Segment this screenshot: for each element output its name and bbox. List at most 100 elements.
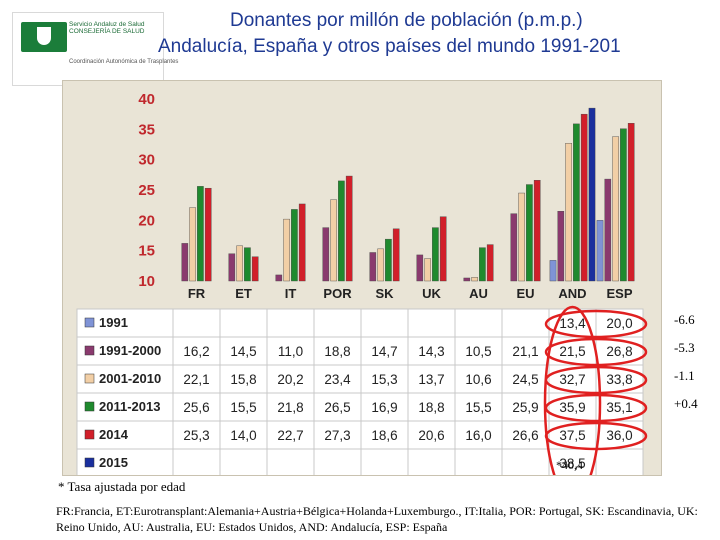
table-cell: 21,8 (277, 400, 303, 415)
y-tick-label: 35 (138, 121, 155, 138)
table-cell: 18,6 (371, 428, 397, 443)
bar-1991-2000-POR (322, 227, 330, 282)
y-tick-label: 25 (138, 182, 155, 199)
table-cell: 20,0 (606, 316, 632, 331)
bar-2001-2010-ESP (612, 136, 619, 282)
legend-label: 2014 (99, 427, 129, 442)
table-cell: 15,8 (230, 372, 256, 387)
data-table-bg (76, 308, 644, 475)
logo-line-1: Servicio Andaluz de Salud (69, 21, 145, 28)
table-cell: 35,9 (559, 400, 585, 415)
table-cell: 20,2 (277, 372, 303, 387)
bar-1991-AND (549, 260, 557, 282)
y-tick-label: 15 (138, 243, 155, 260)
bar-1991-2000-SK (369, 252, 377, 282)
table-cell: 15,5 (230, 400, 256, 415)
bar-2011-2013-AU (479, 247, 486, 282)
table-cell: 18,8 (418, 400, 444, 415)
bar-2014-IT (298, 203, 306, 282)
category-label: UK (422, 286, 441, 301)
highlight-oval (544, 309, 648, 339)
table-cell: 14,7 (371, 344, 397, 359)
bar-2014-EU (533, 180, 541, 282)
table-cell: 20,6 (418, 428, 444, 443)
table-cell: 21,5 (559, 344, 585, 359)
bar-2014-FR (204, 187, 212, 282)
table-cell: 24,5 (512, 372, 538, 387)
bar-1991-2000-IT (275, 274, 283, 282)
table-cell: 32,7 (559, 372, 585, 387)
table-cell: 26,8 (606, 344, 632, 359)
bar-2011-2013-EU (526, 184, 533, 282)
category-label: POR (323, 286, 352, 301)
legend-label: 1991 (99, 315, 128, 330)
highlight-oval (544, 337, 648, 367)
bar-2001-2010-IT (283, 218, 290, 282)
table-cell: 27,3 (324, 428, 350, 443)
bar-2011-2013-ESP (620, 128, 627, 282)
legend-label: 2011-2013 (99, 399, 160, 414)
y-tick-label: 40 (138, 91, 155, 108)
bar-2015-AND (588, 107, 596, 282)
legend-swatch-2001-2010 (84, 373, 95, 384)
junta-emblem-icon (21, 22, 67, 52)
bar-1991-ESP (596, 220, 604, 282)
bar-2014-AU (486, 244, 494, 282)
legend-label: 2001-2010 (99, 371, 161, 386)
delta-2011-2013: +0.4 (674, 396, 698, 411)
legend-swatch-2011-2013 (84, 401, 95, 412)
legend-swatch-2015 (84, 457, 95, 468)
legend-swatch-1991-2000 (84, 345, 95, 356)
bar-2011-2013-AND (573, 123, 580, 282)
bar-chart: 10 15 20 25 30 35 40 FR ET IT POR SK UK AU EU AND ESP 199… (76, 91, 648, 475)
bar-1991-2000-UK (416, 254, 424, 282)
category-label: IT (285, 286, 297, 301)
bar-2001-2010-UK (424, 258, 431, 282)
category-label: ESP (606, 286, 632, 301)
table-cell: 37,5 (559, 428, 585, 443)
table-cell: 18,8 (324, 344, 350, 359)
table-cell: 25,3 (183, 428, 209, 443)
table-cell: 22,7 (277, 428, 303, 443)
slide-title: Donantes por millón de población (p.m.p.… (230, 10, 583, 31)
category-label: ET (235, 286, 252, 301)
bar-2011-2013-ET (244, 247, 251, 282)
delta-2001-2010: -1.1 (674, 368, 695, 383)
table-cell: 21,1 (512, 344, 538, 359)
table-cell: 10,5 (465, 344, 491, 359)
category-label: SK (375, 286, 394, 301)
bar-2001-2010-POR (330, 199, 337, 282)
delta-1991: -6.6 (674, 312, 695, 327)
table-cell: 14,0 (230, 428, 256, 443)
y-tick-label: 10 (138, 273, 155, 290)
table-cell: 26,5 (324, 400, 350, 415)
category-label: FR (188, 286, 206, 301)
bar-2011-2013-SK (385, 238, 392, 282)
bar-2014-UK (439, 216, 447, 282)
bar-1991-2000-EU (510, 213, 518, 282)
table-cell: 14,3 (418, 344, 444, 359)
table-cell: 16,0 (465, 428, 491, 443)
table-cell: 15,3 (371, 372, 397, 387)
delta-1991-2000: -5.3 (674, 340, 695, 355)
table-cell: 13,7 (418, 372, 444, 387)
legend-label: 2015 (99, 455, 128, 470)
bar-2011-2013-UK (432, 227, 439, 282)
bar-2014-SK (392, 228, 400, 282)
table-cell: 16,9 (371, 400, 397, 415)
table-cell: 13,4 (559, 316, 586, 331)
table-cell: 25,9 (512, 400, 538, 415)
legend-label: 1991-2000 (99, 343, 161, 358)
slide-subtitle: Andalucía, España y otros países del mun… (158, 36, 621, 57)
bar-2014-AND (580, 113, 588, 282)
footnote: * Tasa ajustada por edad (58, 479, 186, 494)
bar-1991-2000-FR (181, 243, 189, 282)
bar-1991-2000-ET (228, 253, 236, 282)
table-cell: 36,0 (606, 428, 632, 443)
bar-2001-2010-AU (471, 277, 478, 282)
table-cell: 26,6 (512, 428, 538, 443)
table-cell: 23,4 (324, 372, 351, 387)
table-cell: 15,5 (465, 400, 491, 415)
category-label: AND (558, 286, 586, 301)
bar-2014-POR (345, 175, 353, 282)
